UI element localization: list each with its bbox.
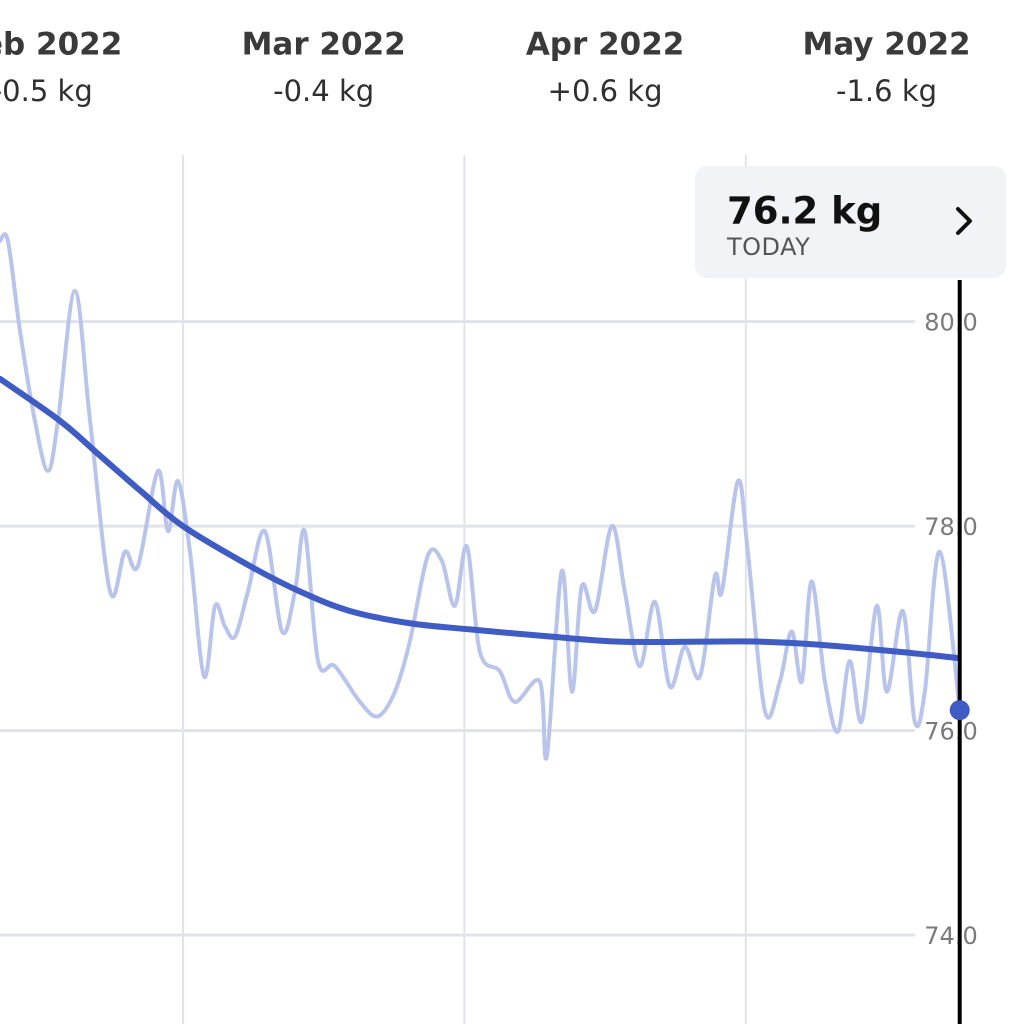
month-change: +0.6 kg (548, 74, 663, 108)
month-label: Feb 2022 (0, 27, 122, 63)
trend-line (0, 375, 961, 661)
month-change: -0.4 kg (273, 74, 374, 108)
daily-weight-line (0, 232, 962, 761)
month-label: May 2022 (802, 27, 970, 63)
month-label: Apr 2022 (526, 27, 685, 63)
y-tick-label: 80.0 (924, 309, 977, 337)
chevron (956, 207, 972, 235)
today-value: 76.2 kg (727, 190, 882, 233)
card-background (695, 166, 1006, 278)
month-change: -1.6 kg (836, 74, 937, 108)
y-tick-label: 74.0 (924, 922, 977, 950)
y-tick-label: 76.0 (924, 718, 977, 746)
month-label: Mar 2022 (242, 27, 406, 63)
today-card[interactable]: 76.2 kg TODAY (695, 166, 1006, 278)
month-change: -0.5 kg (0, 74, 93, 108)
today-point (949, 700, 970, 721)
y-tick-label: 78.0 (924, 513, 977, 541)
today-label: TODAY (726, 233, 810, 261)
